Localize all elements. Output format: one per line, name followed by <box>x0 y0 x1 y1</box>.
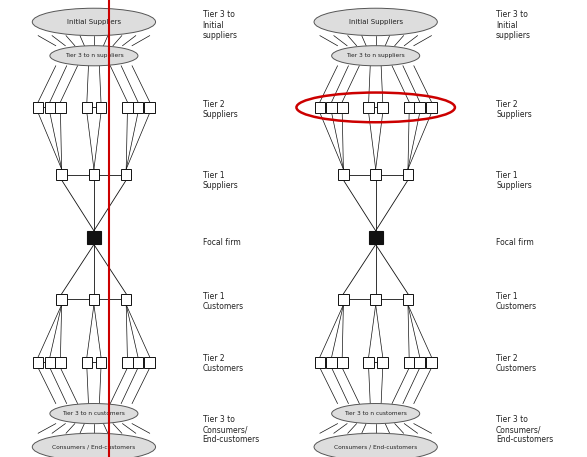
FancyBboxPatch shape <box>89 294 99 305</box>
FancyBboxPatch shape <box>403 169 413 180</box>
Text: Tier 2
Customers: Tier 2 Customers <box>496 354 537 373</box>
FancyBboxPatch shape <box>338 294 349 305</box>
Text: Tier 2
Suppliers: Tier 2 Suppliers <box>496 100 532 119</box>
Text: Consumers / End-customers: Consumers / End-customers <box>52 445 136 449</box>
FancyBboxPatch shape <box>144 102 155 113</box>
Text: Tier 3 to n suppliers: Tier 3 to n suppliers <box>346 53 405 58</box>
FancyBboxPatch shape <box>144 357 155 368</box>
Ellipse shape <box>50 46 138 66</box>
FancyBboxPatch shape <box>337 102 348 113</box>
Text: Tier 3 to n customers: Tier 3 to n customers <box>62 411 126 416</box>
FancyBboxPatch shape <box>404 102 414 113</box>
FancyBboxPatch shape <box>315 102 325 113</box>
FancyBboxPatch shape <box>87 231 101 244</box>
Text: Tier 3 to
Initial
suppliers: Tier 3 to Initial suppliers <box>496 10 531 40</box>
FancyBboxPatch shape <box>404 357 414 368</box>
Text: Tier 1
Customers: Tier 1 Customers <box>496 292 537 311</box>
Text: Tier 3 to
Consumers/
End-customers: Tier 3 to Consumers/ End-customers <box>496 414 554 445</box>
FancyBboxPatch shape <box>122 102 133 113</box>
FancyBboxPatch shape <box>337 357 348 368</box>
FancyBboxPatch shape <box>414 357 425 368</box>
FancyBboxPatch shape <box>363 102 374 113</box>
Ellipse shape <box>332 46 420 66</box>
FancyBboxPatch shape <box>326 357 337 368</box>
FancyBboxPatch shape <box>33 102 43 113</box>
Text: Tier 2
Suppliers: Tier 2 Suppliers <box>203 100 238 119</box>
Ellipse shape <box>314 433 437 457</box>
FancyBboxPatch shape <box>133 102 143 113</box>
FancyBboxPatch shape <box>82 102 92 113</box>
FancyBboxPatch shape <box>369 231 383 244</box>
Text: Tier 1
Suppliers: Tier 1 Suppliers <box>203 171 238 190</box>
Ellipse shape <box>50 404 138 424</box>
Ellipse shape <box>332 404 420 424</box>
FancyBboxPatch shape <box>377 102 388 113</box>
Text: Focal firm: Focal firm <box>203 238 240 247</box>
Text: Focal firm: Focal firm <box>496 238 534 247</box>
FancyBboxPatch shape <box>370 294 381 305</box>
FancyBboxPatch shape <box>56 294 67 305</box>
FancyBboxPatch shape <box>315 357 325 368</box>
FancyBboxPatch shape <box>363 357 374 368</box>
FancyBboxPatch shape <box>96 357 106 368</box>
FancyBboxPatch shape <box>370 169 381 180</box>
Text: Tier 2
Customers: Tier 2 Customers <box>203 354 244 373</box>
FancyBboxPatch shape <box>45 357 55 368</box>
FancyBboxPatch shape <box>45 102 55 113</box>
FancyBboxPatch shape <box>96 102 106 113</box>
Ellipse shape <box>314 8 437 36</box>
Ellipse shape <box>32 8 156 36</box>
FancyBboxPatch shape <box>121 294 131 305</box>
FancyBboxPatch shape <box>338 169 349 180</box>
Text: Tier 3 to
Initial
suppliers: Tier 3 to Initial suppliers <box>203 10 238 40</box>
FancyBboxPatch shape <box>33 357 43 368</box>
Text: Tier 1
Customers: Tier 1 Customers <box>203 292 244 311</box>
FancyBboxPatch shape <box>133 357 143 368</box>
FancyBboxPatch shape <box>403 294 413 305</box>
FancyBboxPatch shape <box>377 357 388 368</box>
FancyBboxPatch shape <box>89 169 99 180</box>
FancyBboxPatch shape <box>326 102 337 113</box>
Text: Tier 3 to
Consumers/
End-customers: Tier 3 to Consumers/ End-customers <box>203 414 260 445</box>
Text: Initial Suppliers: Initial Suppliers <box>349 19 403 25</box>
FancyBboxPatch shape <box>414 102 425 113</box>
FancyBboxPatch shape <box>55 102 66 113</box>
FancyBboxPatch shape <box>426 102 437 113</box>
Text: Consumers / End-customers: Consumers / End-customers <box>334 445 417 449</box>
Text: Initial Suppliers: Initial Suppliers <box>67 19 121 25</box>
FancyBboxPatch shape <box>426 357 437 368</box>
FancyBboxPatch shape <box>56 169 67 180</box>
FancyBboxPatch shape <box>55 357 66 368</box>
FancyBboxPatch shape <box>122 357 133 368</box>
Text: Tier 3 to n customers: Tier 3 to n customers <box>344 411 407 416</box>
Text: Tier 3 to n suppliers: Tier 3 to n suppliers <box>65 53 123 58</box>
Ellipse shape <box>32 433 156 457</box>
Text: Tier 1
Suppliers: Tier 1 Suppliers <box>496 171 532 190</box>
FancyBboxPatch shape <box>82 357 92 368</box>
FancyBboxPatch shape <box>121 169 131 180</box>
